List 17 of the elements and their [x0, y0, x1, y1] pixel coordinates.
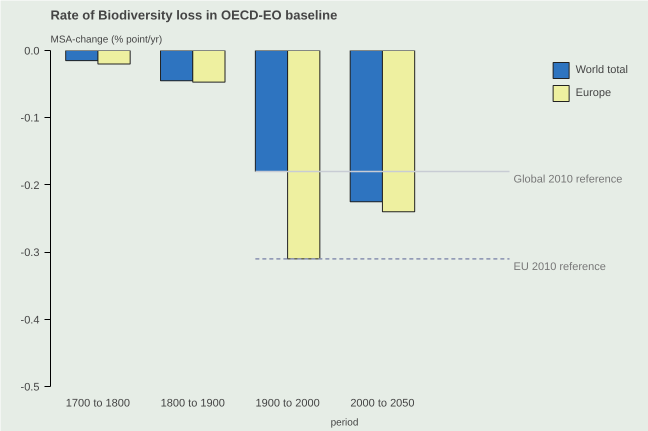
x-tick-label: 1700 to 1800 — [66, 398, 130, 410]
legend-label: World total — [576, 64, 628, 76]
y-axis-title: MSA-change (% point/yr) — [50, 34, 162, 46]
ref-line-label: EU 2010 reference — [514, 260, 606, 273]
y-tick-label: -0.2 — [20, 180, 40, 192]
x-tick-label: 1800 to 1900 — [160, 398, 225, 410]
x-tick-label: 2000 to 2050 — [350, 398, 415, 410]
ref-line-label: Global 2010 reference — [514, 173, 622, 186]
y-tick-label: 0.0 — [24, 46, 40, 58]
y-tick-label: -0.1 — [20, 112, 40, 125]
y-tick-label: -0.5 — [20, 382, 40, 394]
x-tick-label: 1900 to 2000 — [255, 398, 320, 410]
y-tick-label: -0.4 — [20, 314, 40, 326]
y-tick-label: -0.3 — [20, 247, 40, 260]
chart-title: Rate of Biodiversity loss in OECD-EO baseline — [50, 8, 338, 22]
legend-label: Europe — [576, 87, 612, 99]
x-axis-title: period — [330, 418, 358, 428]
